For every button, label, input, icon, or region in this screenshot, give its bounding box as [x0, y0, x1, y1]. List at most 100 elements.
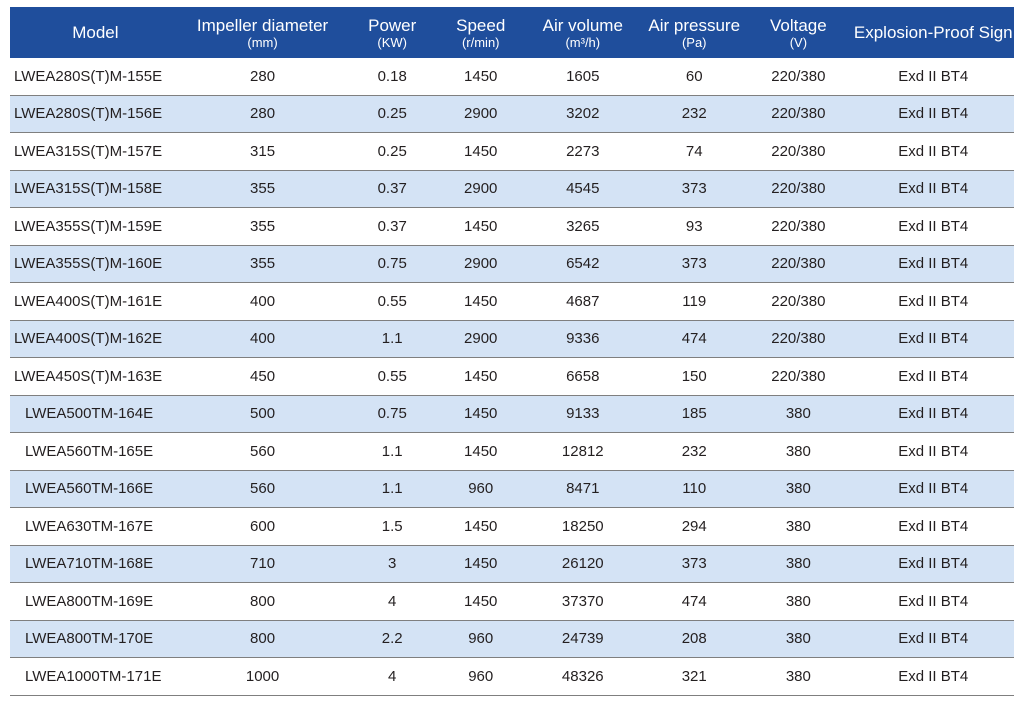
cell-impeller-diameter: 500	[180, 395, 345, 433]
cell-speed: 1450	[440, 132, 522, 171]
cell-air-pressure: 474	[644, 582, 745, 621]
cell-power: 1.5	[344, 507, 441, 546]
header-voltage: Voltage (V)	[744, 7, 853, 58]
header-label: Explosion-Proof Sign	[853, 23, 1013, 42]
cell-power: 4	[344, 657, 441, 696]
cell-voltage: 380	[744, 395, 853, 433]
cell-air-pressure: 208	[644, 620, 745, 658]
cell-air-pressure: 294	[644, 507, 745, 546]
cell-speed: 1450	[440, 582, 522, 621]
cell-air-volume: 3265	[521, 207, 645, 246]
table-row: LWEA800TM-170E 800 2.2 960 24739 208 380 Exd II…	[10, 620, 1014, 658]
cell-power: 1.1	[344, 320, 441, 358]
cell-explosion-proof-sign: Exd II BT4	[852, 357, 1014, 396]
cell-air-pressure: 93	[644, 207, 745, 246]
cell-impeller-diameter: 450	[180, 357, 345, 396]
cell-impeller-diameter: 600	[180, 507, 345, 546]
cell-speed: 2900	[440, 170, 522, 208]
cell-model: LWEA560TM-165E	[10, 432, 181, 471]
cell-air-pressure: 474	[644, 320, 745, 358]
header-row: Model Impeller diameter (mm) Power (KW) Speed…	[10, 7, 1014, 58]
cell-air-pressure: 232	[644, 432, 745, 471]
header-impeller-diameter: Impeller diameter (mm)	[180, 7, 345, 58]
cell-impeller-diameter: 800	[180, 620, 345, 658]
cell-impeller-diameter: 560	[180, 432, 345, 471]
cell-voltage: 220/380	[744, 207, 853, 246]
cell-air-pressure: 321	[644, 657, 745, 696]
cell-air-pressure: 373	[644, 545, 745, 583]
table-body: LWEA280S(T)M-155E 280 0.18 1450 1605 60 220/38…	[10, 58, 1014, 696]
cell-speed: 960	[440, 620, 522, 658]
cell-voltage: 380	[744, 470, 853, 508]
header-label: Model	[72, 23, 119, 42]
cell-model: LWEA400S(T)M-161E	[10, 282, 181, 321]
cell-model: LWEA355S(T)M-160E	[10, 245, 181, 283]
cell-impeller-diameter: 280	[180, 58, 345, 96]
cell-explosion-proof-sign: Exd II BT4	[852, 432, 1014, 471]
cell-air-volume: 2273	[521, 132, 645, 171]
cell-explosion-proof-sign: Exd II BT4	[852, 620, 1014, 658]
cell-impeller-diameter: 1000	[180, 657, 345, 696]
cell-explosion-proof-sign: Exd II BT4	[852, 170, 1014, 208]
cell-impeller-diameter: 400	[180, 282, 345, 321]
cell-air-volume: 4687	[521, 282, 645, 321]
cell-air-volume: 12812	[521, 432, 645, 471]
header-air-volume: Air volume (m³/h)	[521, 7, 645, 58]
cell-explosion-proof-sign: Exd II BT4	[852, 582, 1014, 621]
cell-power: 0.18	[344, 58, 441, 96]
cell-air-volume: 9133	[521, 395, 645, 433]
table-row: LWEA400S(T)M-162E 400 1.1 2900 9336 474 220/38…	[10, 320, 1014, 358]
cell-speed: 960	[440, 470, 522, 508]
cell-speed: 1450	[440, 395, 522, 433]
header-label: Air pressure	[648, 15, 741, 35]
cell-explosion-proof-sign: Exd II BT4	[852, 470, 1014, 508]
cell-air-volume: 37370	[521, 582, 645, 621]
cell-model: LWEA500TM-164E	[10, 395, 181, 433]
header-speed: Speed (r/min)	[440, 7, 522, 58]
cell-power: 0.55	[344, 282, 441, 321]
cell-voltage: 380	[744, 545, 853, 583]
table-row: LWEA560TM-165E 560 1.1 1450 12812 232 380 Exd I…	[10, 432, 1014, 471]
cell-impeller-diameter: 400	[180, 320, 345, 358]
cell-power: 0.37	[344, 170, 441, 208]
cell-model: LWEA800TM-170E	[10, 620, 181, 658]
cell-voltage: 220/380	[744, 95, 853, 133]
cell-air-pressure: 150	[644, 357, 745, 396]
table-row: LWEA450S(T)M-163E 450 0.55 1450 6658 150 220/3…	[10, 357, 1014, 396]
table-row: LWEA315S(T)M-157E 315 0.25 1450 2273 74 220/38…	[10, 132, 1014, 171]
cell-power: 0.25	[344, 95, 441, 133]
cell-air-volume: 26120	[521, 545, 645, 583]
header-label: Voltage	[769, 15, 827, 35]
cell-air-pressure: 232	[644, 95, 745, 133]
cell-air-pressure: 373	[644, 245, 745, 283]
cell-explosion-proof-sign: Exd II BT4	[852, 320, 1014, 358]
cell-voltage: 380	[744, 507, 853, 546]
cell-model: LWEA280S(T)M-156E	[10, 95, 181, 133]
cell-explosion-proof-sign: Exd II BT4	[852, 282, 1014, 321]
cell-voltage: 220/380	[744, 58, 853, 96]
cell-speed: 960	[440, 657, 522, 696]
cell-voltage: 380	[744, 620, 853, 658]
cell-speed: 1450	[440, 432, 522, 471]
table-row: LWEA315S(T)M-158E 355 0.37 2900 4545 373 220/3…	[10, 170, 1014, 208]
cell-model: LWEA400S(T)M-162E	[10, 320, 181, 358]
cell-speed: 1450	[440, 282, 522, 321]
header-unit: (KW)	[377, 34, 407, 50]
cell-voltage: 380	[744, 582, 853, 621]
table-row: LWEA500TM-164E 500 0.75 1450 9133 185 380 Exd I…	[10, 395, 1014, 433]
cell-air-volume: 24739	[521, 620, 645, 658]
cell-air-pressure: 74	[644, 132, 745, 171]
cell-air-volume: 6542	[521, 245, 645, 283]
cell-speed: 2900	[440, 245, 522, 283]
cell-explosion-proof-sign: Exd II BT4	[852, 657, 1014, 696]
cell-model: LWEA560TM-166E	[10, 470, 181, 508]
header-label: Impeller diameter	[196, 15, 329, 35]
cell-impeller-diameter: 800	[180, 582, 345, 621]
cell-model: LWEA355S(T)M-159E	[10, 207, 181, 246]
cell-power: 1.1	[344, 470, 441, 508]
cell-speed: 1450	[440, 207, 522, 246]
cell-impeller-diameter: 355	[180, 207, 345, 246]
cell-explosion-proof-sign: Exd II BT4	[852, 132, 1014, 171]
cell-explosion-proof-sign: Exd II BT4	[852, 395, 1014, 433]
spec-table-container: Model Impeller diameter (mm) Power (KW) Speed…	[10, 7, 1014, 696]
